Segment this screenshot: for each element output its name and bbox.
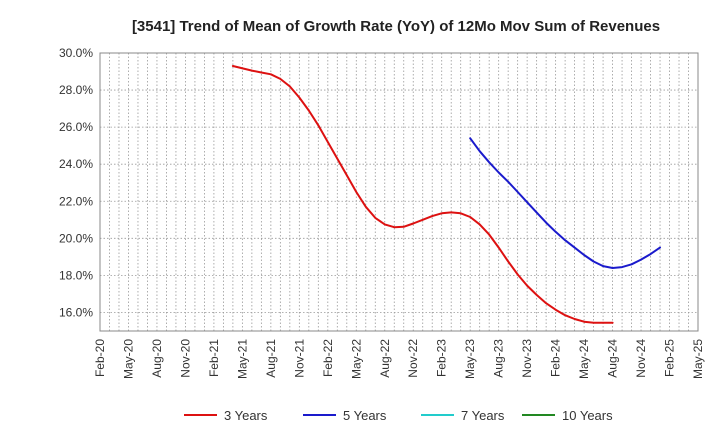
y-tick-label: 20.0% [59,231,93,245]
x-tick-label: Nov-22 [406,339,420,378]
x-tick-label: Aug-22 [378,339,392,378]
x-axis: Feb-20 May-20 Aug-20 Nov-20 Feb-21 May-21 Aug-… [93,339,705,379]
x-tick-label: Feb-20 [93,339,107,377]
y-tick-label: 22.0% [59,194,93,208]
x-tick-label: Feb-21 [207,339,221,377]
y-tick-label: 26.0% [59,120,93,134]
y-tick-label: 18.0% [59,268,93,282]
x-tick-label: May-21 [235,339,249,379]
x-tick-label: Feb-25 [663,339,677,377]
y-tick-label: 16.0% [59,305,93,319]
x-tick-label: Aug-24 [606,339,620,378]
x-tick-label: Feb-22 [321,339,335,377]
legend: 3 Years 5 Years 7 Years 10 Years [184,408,613,423]
legend-label: 7 Years [461,408,505,423]
x-tick-label: May-20 [121,339,135,379]
series-line-5-years [469,137,661,269]
chart-title: [3541] Trend of Mean of Growth Rate (YoY… [132,18,660,35]
y-tick-label: 28.0% [59,83,93,97]
y-axis: 16.0% 18.0% 20.0% 22.0% 24.0% 26.0% 28.0% 30.0% [59,46,93,319]
x-tick-label: Nov-21 [292,339,306,378]
x-tick-label: Aug-21 [264,339,278,378]
x-tick-label: Aug-20 [150,339,164,378]
x-tick-label: Feb-23 [435,339,449,377]
legend-label: 10 Years [562,408,613,423]
y-tick-label: 24.0% [59,157,93,171]
x-tick-label: Aug-23 [492,339,506,378]
x-tick-label: Nov-20 [178,339,192,378]
x-tick-label: May-24 [577,339,591,379]
x-tick-label: Feb-24 [549,339,563,377]
x-tick-label: May-25 [691,339,705,379]
x-tick-label: Nov-23 [520,339,534,378]
legend-label: 3 Years [224,408,268,423]
grid-lines [100,53,698,331]
x-tick-label: May-23 [463,339,477,379]
series-line-3-years [231,65,614,324]
legend-label: 5 Years [343,408,387,423]
x-tick-label: May-22 [349,339,363,379]
plot-area [99,52,699,332]
series-lines [231,65,661,324]
y-tick-label: 30.0% [59,46,93,60]
x-tick-label: Nov-24 [634,339,648,378]
